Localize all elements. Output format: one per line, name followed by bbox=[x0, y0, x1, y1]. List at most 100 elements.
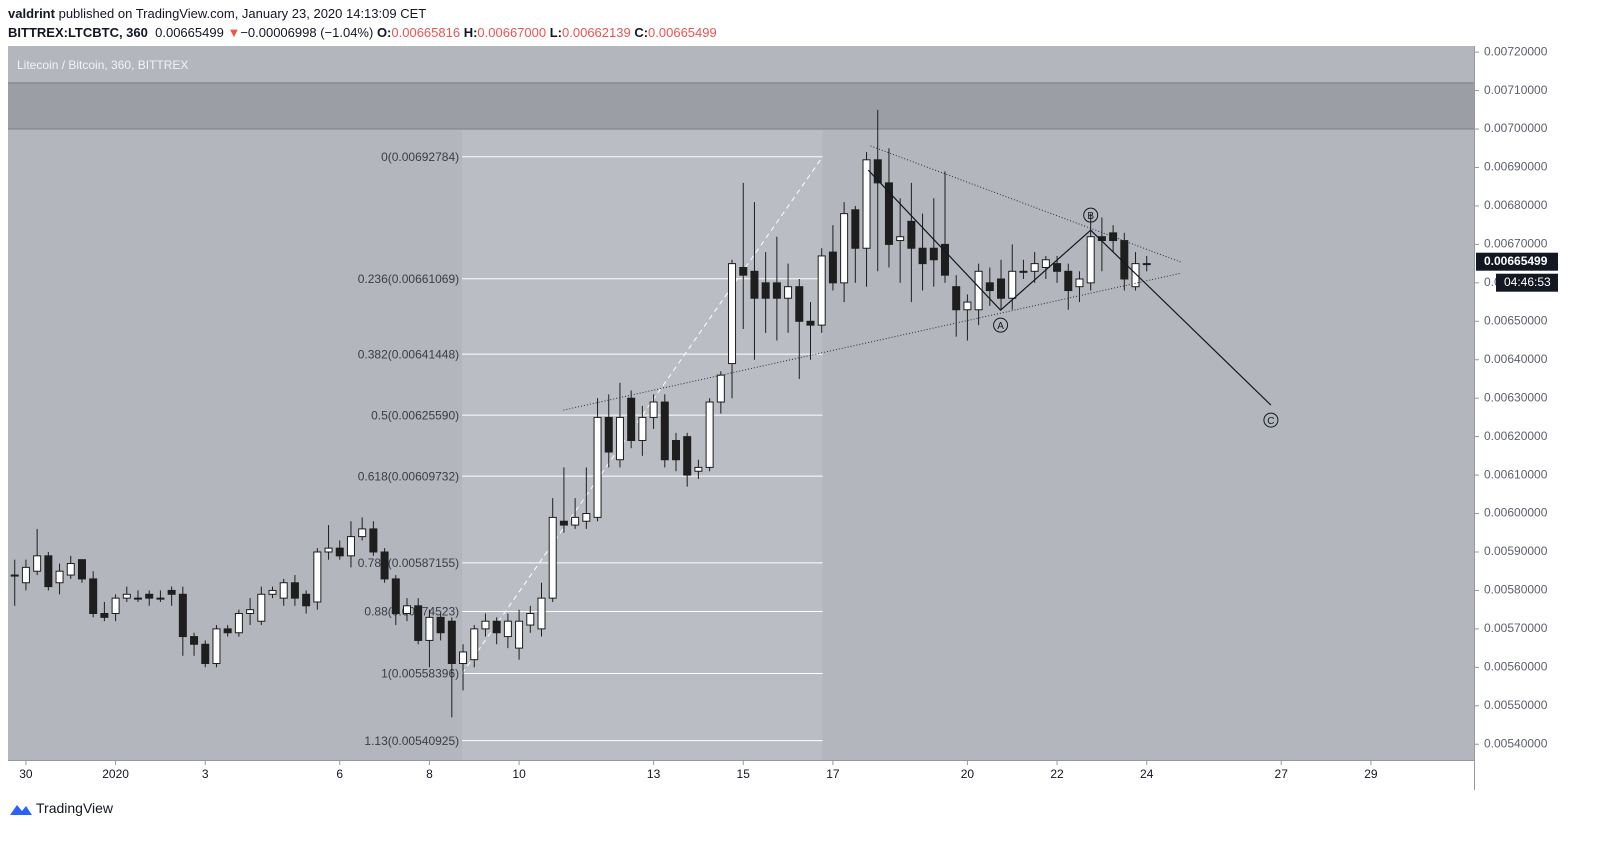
logo bbox=[10, 805, 32, 815]
x-tick-label: 24 bbox=[1140, 767, 1154, 781]
wave-label: B bbox=[1087, 211, 1094, 222]
x-tick-label: 17 bbox=[826, 767, 840, 781]
brand: TradingView bbox=[36, 800, 113, 816]
resistance-zone bbox=[8, 82, 1474, 130]
candle-body bbox=[571, 516, 580, 526]
published: published on TradingView.com, January 23… bbox=[58, 6, 427, 21]
candle-body bbox=[223, 628, 232, 634]
fib-label: 0.5(0.00625590) bbox=[371, 408, 459, 422]
candle-body bbox=[122, 593, 131, 599]
candle-body bbox=[1075, 278, 1084, 288]
candle-body bbox=[1030, 263, 1039, 272]
candle-body bbox=[425, 616, 434, 641]
h: 0.00667000 bbox=[477, 25, 547, 40]
candle-body bbox=[862, 159, 871, 249]
wave-marker bbox=[993, 317, 1009, 333]
candle-body bbox=[1142, 263, 1151, 266]
chart-title: Litecoin / Bitcoin, 360, BITTREX bbox=[17, 58, 188, 72]
trendline bbox=[563, 272, 1181, 411]
candle-body bbox=[1008, 270, 1017, 299]
wave-label: C bbox=[1267, 416, 1274, 427]
candle-body bbox=[784, 286, 793, 299]
candle-body bbox=[335, 547, 344, 557]
y-tick-label: 0.00680000 bbox=[1484, 198, 1548, 212]
candle-body bbox=[234, 613, 243, 634]
candle-body bbox=[100, 613, 109, 618]
author: valdrint bbox=[8, 6, 55, 21]
y-tick-label: 0.00690000 bbox=[1484, 160, 1548, 174]
candle-body bbox=[705, 401, 714, 468]
y-tick-label: 0.00600000 bbox=[1484, 506, 1548, 520]
wave-path bbox=[867, 169, 1272, 406]
candle-body bbox=[997, 278, 1006, 299]
candle-body bbox=[279, 582, 288, 599]
fib-label: 1.13(0.00540925) bbox=[364, 734, 459, 748]
candle-body bbox=[324, 547, 333, 553]
candle-body bbox=[548, 516, 557, 599]
x-tick-label: 10 bbox=[512, 767, 526, 781]
candle-body bbox=[952, 286, 961, 311]
wave-marker bbox=[1083, 207, 1099, 223]
fib-label: 0.88(0.00574523) bbox=[364, 605, 459, 619]
candle-body bbox=[1041, 259, 1050, 268]
header-line-1: valdrint published on TradingView.com, J… bbox=[8, 6, 426, 21]
candle-body bbox=[156, 597, 165, 600]
price-label: 0.00665499 bbox=[1484, 254, 1548, 268]
candle-body bbox=[21, 566, 30, 584]
x-tick-label: 8 bbox=[426, 767, 433, 781]
y-tick-label: 0.00550000 bbox=[1484, 698, 1548, 712]
candle-body bbox=[414, 605, 423, 641]
fib-label: 1(0.00558396) bbox=[381, 667, 459, 681]
candle-body bbox=[929, 247, 938, 261]
y-tick-label: 0.00560000 bbox=[1484, 660, 1548, 674]
candle-body bbox=[828, 251, 837, 284]
candle-body bbox=[268, 589, 277, 595]
candle-body bbox=[671, 439, 680, 461]
candle-body bbox=[963, 301, 972, 311]
candle-body bbox=[817, 255, 826, 326]
candle-body bbox=[459, 651, 468, 664]
candle-body bbox=[918, 247, 927, 265]
candle-body bbox=[313, 551, 322, 603]
candle-body bbox=[537, 597, 546, 630]
y-tick-label: 0.00670000 bbox=[1484, 237, 1548, 251]
fib-label: 0.786(0.00587155) bbox=[358, 556, 459, 570]
change: −0.00006998 (−1.04%) bbox=[240, 25, 374, 40]
x-tick-label: 13 bbox=[647, 767, 661, 781]
y-tick-label: 0.00720000 bbox=[1484, 44, 1548, 58]
x-tick-label: 15 bbox=[737, 767, 751, 781]
x-tick-label: 6 bbox=[336, 767, 343, 781]
x-tick-label: 22 bbox=[1050, 767, 1064, 781]
candle-body bbox=[346, 536, 355, 557]
candle-body bbox=[178, 593, 187, 638]
candle-body bbox=[111, 597, 120, 615]
y-tick-label: 0.00620000 bbox=[1484, 429, 1548, 443]
candle-body bbox=[10, 574, 19, 577]
candle-body bbox=[1086, 236, 1095, 284]
candle-body bbox=[739, 266, 748, 276]
y-tick-label: 0.00640000 bbox=[1484, 352, 1548, 366]
candle-body bbox=[33, 555, 42, 572]
header-line-2: BITTREX:LTCBTC, 360 0.00665499 ▼−0.00006… bbox=[8, 25, 717, 40]
logo-shape bbox=[10, 805, 32, 815]
candle-body bbox=[884, 182, 893, 245]
o-label: O: bbox=[376, 25, 392, 40]
candle-body bbox=[638, 416, 647, 441]
candle-body bbox=[1053, 263, 1062, 272]
c-label: C: bbox=[634, 25, 649, 40]
candle-body bbox=[55, 570, 64, 584]
candle-body bbox=[515, 620, 524, 649]
x-tick-label: 20 bbox=[961, 767, 975, 781]
o: 0.00665816 bbox=[391, 25, 461, 40]
countdown: 04:46:53 bbox=[1504, 275, 1551, 289]
wave-label: A bbox=[997, 321, 1004, 332]
candle-body bbox=[212, 628, 221, 664]
arrow: ▼ bbox=[227, 25, 241, 40]
axis-border bbox=[8, 760, 1474, 761]
candle-body bbox=[716, 374, 725, 403]
y-tick-label: 0.00610000 bbox=[1484, 467, 1548, 481]
last: 0.00665499 bbox=[155, 25, 224, 40]
candle-body bbox=[806, 320, 815, 326]
